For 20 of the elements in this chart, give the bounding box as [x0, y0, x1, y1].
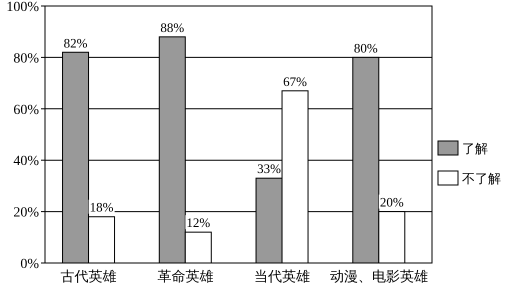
- data-label: 80%: [354, 40, 378, 56]
- y-tick-label: 0%: [20, 257, 40, 272]
- data-label: 18%: [90, 200, 114, 215]
- legend-label: 不了解: [462, 171, 501, 186]
- x-tick-label: 动漫、电影英雄: [330, 269, 428, 285]
- y-tick-label: 40%: [13, 154, 40, 170]
- y-tick-label: 60%: [13, 102, 40, 118]
- data-label: 88%: [160, 20, 184, 35]
- data-label: 33%: [257, 161, 282, 176]
- x-tick-label: 革命英雄: [157, 269, 214, 285]
- data-label: 67%: [283, 74, 308, 89]
- data-label: 82%: [64, 35, 88, 50]
- y-tick-label: 20%: [13, 206, 40, 221]
- y-tick-label: 100%: [6, 0, 40, 15]
- legend-label: 了解: [462, 141, 488, 156]
- x-tick-label: 古代英雄: [60, 269, 117, 285]
- data-label: 20%: [380, 194, 404, 210]
- data-label: 12%: [186, 215, 210, 230]
- y-tick-label: 80%: [13, 51, 40, 66]
- x-tick-label: 当代英雄: [254, 269, 310, 285]
